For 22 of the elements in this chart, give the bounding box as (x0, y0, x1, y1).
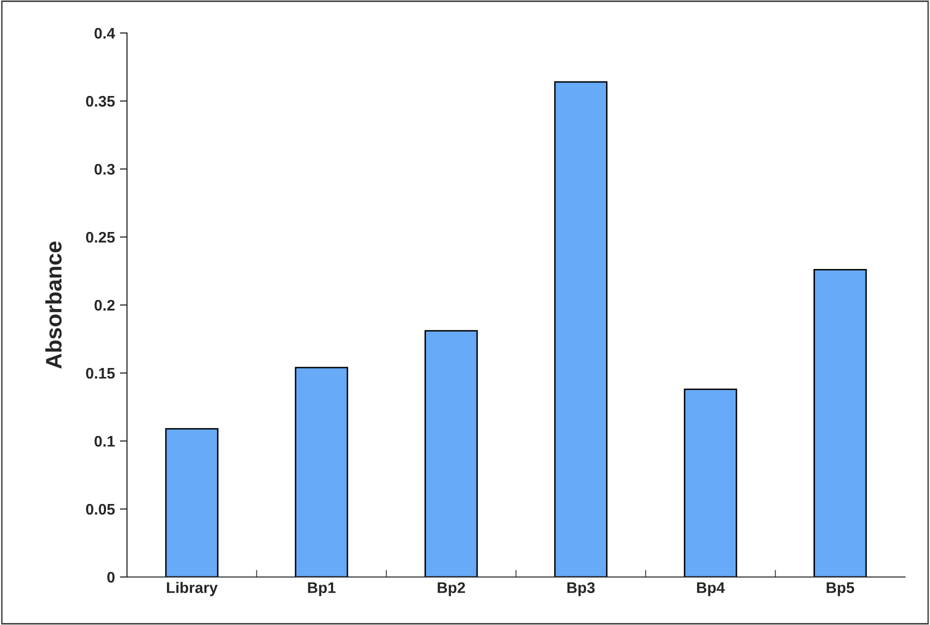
bar (424, 330, 478, 577)
y-tick-label: 0 (107, 572, 115, 583)
bar (294, 366, 348, 577)
y-tick-label: 0.2 (94, 300, 115, 311)
x-tick-label: Bp3 (567, 582, 595, 596)
x-tick-label: Bp1 (308, 582, 336, 596)
y-tick-label: 0.15 (86, 368, 115, 379)
x-tick-label: Bp5 (826, 582, 854, 596)
x-tick-label: Bp2 (438, 582, 465, 596)
y-tick-label: 0.1 (94, 436, 115, 447)
y-axis-title: Absorbance (45, 242, 62, 369)
y-tick-label: 0.35 (86, 96, 115, 107)
x-tick-label: Library (166, 582, 218, 596)
x-tick-label: Bp4 (697, 582, 725, 596)
bar (554, 81, 608, 577)
bar (814, 268, 867, 577)
y-tick-label: 0.4 (94, 28, 116, 39)
y-tick-label: 0.25 (86, 232, 115, 243)
bar (684, 388, 738, 577)
bar (165, 428, 218, 577)
y-tick-label: 0.05 (86, 504, 115, 515)
y-tick-label: 0.3 (94, 164, 115, 175)
